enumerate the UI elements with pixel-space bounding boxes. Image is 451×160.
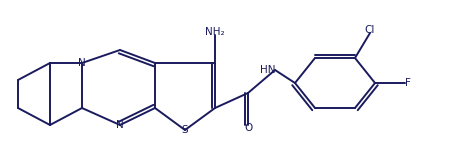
Text: Cl: Cl [365,25,375,35]
Text: F: F [405,78,411,88]
Text: HN: HN [260,65,276,75]
Text: N: N [78,58,86,68]
Text: O: O [244,123,252,133]
Text: N: N [116,120,124,130]
Text: S: S [182,125,189,135]
Text: NH₂: NH₂ [205,27,225,37]
